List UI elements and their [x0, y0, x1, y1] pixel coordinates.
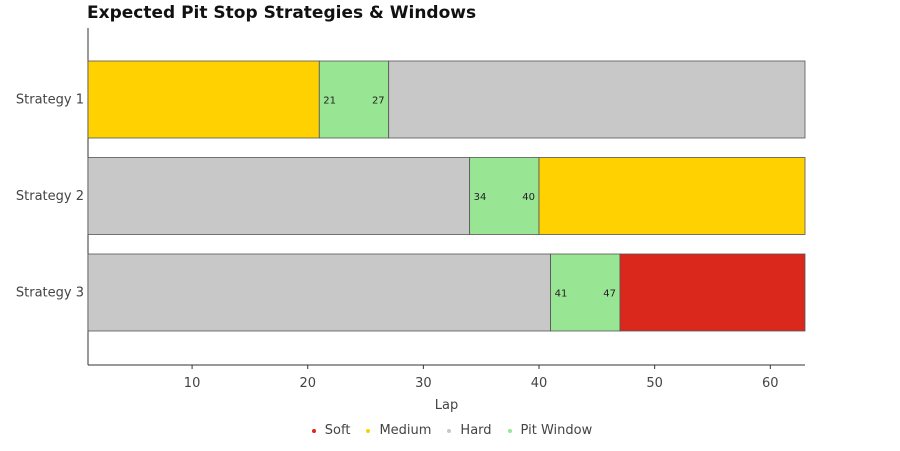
legend-marker-icon — [366, 428, 371, 433]
bar-segment-hard — [87, 157, 471, 235]
x-tick-label: 40 — [531, 376, 548, 391]
legend-marker-icon — [311, 428, 316, 433]
legend-item-hard: Hard — [447, 423, 492, 438]
y-tick-label: Strategy 3 — [16, 286, 84, 301]
bar-segment-hard — [388, 60, 806, 139]
bar-segment-hard — [87, 253, 551, 332]
pit-window-start-label: 21 — [323, 96, 336, 107]
x-tick-label: 60 — [762, 376, 779, 391]
chart-legend: Soft Medium Hard Pit Window — [0, 423, 900, 438]
y-tick-label: Strategy 1 — [16, 93, 84, 108]
legend-label: Hard — [460, 423, 492, 438]
x-tick-label: 50 — [646, 376, 663, 391]
bar-segment-medium — [538, 157, 806, 235]
x-tick-label: 20 — [299, 376, 316, 391]
pit-window-end-label: 47 — [603, 289, 616, 300]
legend-marker-icon — [507, 428, 512, 433]
legend-item-soft: Soft — [311, 423, 351, 438]
pit-window-start-label: 41 — [555, 289, 568, 300]
legend-marker-icon — [447, 428, 452, 433]
bar-segment-medium — [87, 60, 320, 139]
legend-label: Medium — [379, 423, 432, 438]
pit-window-end-label: 40 — [522, 192, 535, 203]
pit-window-end-label: 27 — [372, 96, 385, 107]
x-tick-label: 10 — [184, 376, 201, 391]
y-tick-label: Strategy 2 — [16, 189, 84, 204]
legend-item-pit-window: Pit Window — [507, 423, 593, 438]
bar-segment-pit-window — [318, 60, 390, 139]
x-tick-label: 30 — [415, 376, 432, 391]
legend-label: Soft — [324, 423, 351, 438]
bar-segment-soft — [619, 253, 806, 332]
pit-window-start-label: 34 — [474, 192, 487, 203]
legend-item-medium: Medium — [366, 423, 431, 438]
x-axis-title: Lap — [435, 398, 458, 413]
chart-title: Expected Pit Stop Strategies & Windows — [87, 3, 477, 23]
legend-label: Pit Window — [520, 423, 593, 438]
